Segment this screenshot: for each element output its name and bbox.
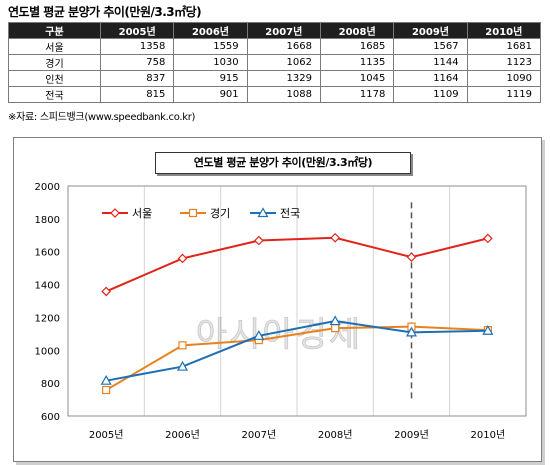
data-point (177, 253, 188, 264)
x-tick-label: 2010년 (471, 429, 506, 441)
data-point (176, 360, 189, 371)
x-tick-label: 2007년 (242, 429, 277, 441)
price-table: 구분 2005년 2006년 2007년 2008년 2009년 2010년 서… (8, 22, 542, 103)
header-cell: 2006년 (173, 22, 248, 39)
header-cell: 2007년 (246, 22, 321, 39)
data-point (329, 315, 341, 326)
data-point (482, 233, 493, 244)
x-tick-label: 2008년 (318, 429, 353, 441)
header-cell: 2009년 (393, 22, 468, 39)
legend-label: 전국 (280, 207, 300, 220)
table-cell: 915 (173, 70, 248, 87)
table-cell: 758 (99, 54, 175, 71)
table-cell: 1329 (246, 70, 321, 87)
line-chart: 600 800 1000 1200 1400 1600 1800 2000 2005년 2006년… (35, 182, 527, 441)
table-cell: 1109 (393, 86, 468, 103)
y-tick-label: 2000 (35, 182, 60, 193)
data-point (102, 385, 111, 395)
series-line (105, 320, 488, 382)
table-cell: 1062 (246, 54, 321, 71)
legend-marker (188, 208, 198, 218)
legend-marker (257, 207, 269, 218)
legend-marker (110, 208, 120, 218)
table-row: 인천 837 915 1329 1045 1164 1090 (8, 70, 542, 87)
table-cell: 1178 (319, 86, 395, 103)
row-label: 인천 (8, 70, 101, 87)
data-point (101, 286, 112, 297)
table-cell: 1567 (393, 38, 468, 55)
row-label: 경기 (8, 54, 101, 71)
x-tick-label: 2009년 (394, 429, 429, 441)
chart-title: 연도별 평균 분양가 추이(만원/3.3㎡당) (155, 152, 411, 174)
data-point (406, 252, 417, 262)
source-note: ※자료: 스피드뱅크(www.speedbank.co.kr) (8, 112, 196, 123)
legend-label: 경기 (210, 207, 230, 220)
y-tick-label: 1600 (35, 248, 60, 259)
table-cell: 1030 (173, 54, 248, 71)
table-cell: 901 (173, 86, 248, 103)
table-row: 서울 1358 1559 1668 1685 1567 1681 (8, 38, 542, 55)
table-row: 경기 758 1030 1062 1135 1144 1123 (8, 54, 542, 71)
table-cell: 1668 (246, 38, 321, 55)
table-cell: 1681 (466, 38, 542, 55)
table-cell: 1135 (319, 54, 395, 71)
y-tick-label: 1400 (35, 281, 60, 292)
header-cell: 2010년 (466, 22, 542, 39)
chart-frame: 600 800 1000 1200 1400 1600 1800 2000 2005년 2006년… (13, 137, 542, 462)
table-cell: 1045 (319, 70, 395, 87)
table-header-row: 구분 2005년 2006년 2007년 2008년 2009년 2010년 (8, 22, 542, 39)
data-point (178, 341, 187, 350)
data-point (100, 374, 112, 385)
y-tick-label: 800 (41, 379, 60, 390)
y-tick-label: 1200 (35, 313, 60, 324)
data-point (405, 326, 418, 337)
table-title: 연도별 평균 분양가 추이(만원/3.3㎡당) (8, 5, 202, 19)
table-cell: 1123 (466, 54, 542, 71)
data-point (253, 235, 264, 246)
plot-area (67, 185, 527, 417)
table-cell: 1090 (466, 70, 542, 87)
y-tick-label: 1800 (35, 215, 60, 226)
series-line (105, 325, 488, 391)
table-cell: 1088 (246, 86, 321, 103)
row-label: 서울 (8, 38, 101, 55)
header-cell: 2008년 (319, 22, 395, 39)
table-cell: 815 (99, 86, 175, 103)
table-cell: 1119 (466, 86, 542, 103)
header-cell: 2005년 (99, 22, 175, 39)
table-cell: 1358 (99, 38, 175, 55)
y-tick-label: 600 (41, 412, 60, 423)
table-cell: 1144 (393, 54, 468, 71)
row-label: 전국 (8, 86, 101, 103)
table-cell: 837 (99, 70, 175, 87)
data-point (253, 330, 265, 340)
legend-label: 서울 (132, 207, 152, 220)
table-cell: 1685 (319, 38, 395, 55)
data-point (331, 324, 340, 333)
table-row: 전국 815 901 1088 1178 1109 1119 (8, 86, 542, 103)
header-cell: 구분 (8, 22, 101, 39)
y-tick-label: 1000 (35, 346, 60, 357)
x-tick-label: 2005년 (89, 429, 124, 441)
x-tick-label: 2006년 (165, 429, 200, 441)
table-cell: 1559 (173, 38, 248, 55)
data-point (482, 325, 494, 335)
series-line (105, 236, 489, 293)
table-cell: 1164 (393, 70, 468, 87)
data-point (330, 232, 341, 243)
